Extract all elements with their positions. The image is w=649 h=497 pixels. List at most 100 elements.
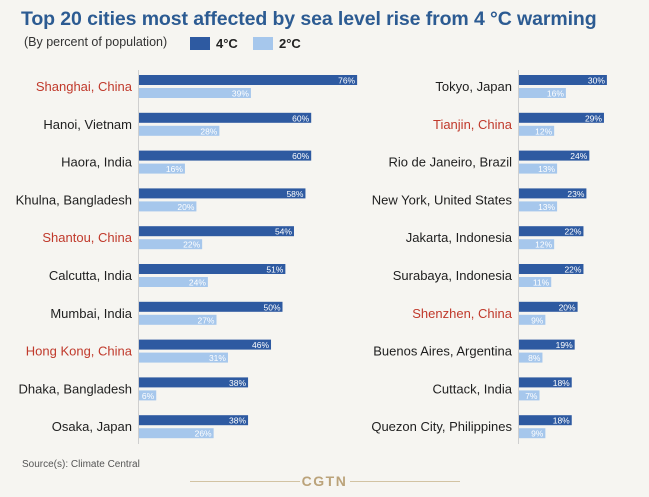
data-label-4c: 58% <box>286 189 303 199</box>
data-label-2c: 13% <box>538 202 555 212</box>
bar-4c <box>519 377 572 388</box>
bar-4c <box>139 264 286 274</box>
data-label-2c: 12% <box>535 126 552 136</box>
city-label: Cuttack, India <box>433 381 513 396</box>
data-label-2c: 13% <box>538 164 555 174</box>
data-label-2c: 11% <box>533 278 550 288</box>
data-label-2c: 7% <box>525 391 538 401</box>
bar-4c <box>139 226 294 237</box>
brand-divider-right <box>350 481 460 482</box>
city-label: Dhaka, Bangladesh <box>19 381 132 396</box>
city-label: Tokyo, Japan <box>435 79 512 94</box>
bar-4c <box>519 415 572 426</box>
bar-4c <box>139 415 249 426</box>
legend-label-2c: 2°C <box>279 35 301 51</box>
bar-4c <box>139 339 272 350</box>
data-label-4c: 46% <box>252 340 269 350</box>
bar-4c <box>519 339 575 350</box>
bar-4c <box>139 150 312 161</box>
bar-4c <box>519 75 607 85</box>
city-label: New York, United States <box>372 192 513 207</box>
bar-2c <box>519 239 555 250</box>
data-label-2c: 16% <box>166 164 183 174</box>
data-label-4c: 50% <box>263 302 280 312</box>
legend-item-4c: 4°C <box>190 35 238 51</box>
bar-2c <box>519 88 566 98</box>
bar-2c <box>519 390 540 401</box>
bar-2c <box>139 277 208 287</box>
chart-subtitle: (By percent of population) <box>24 35 168 49</box>
bar-2c <box>139 88 251 98</box>
data-label-2c: 28% <box>200 126 217 136</box>
data-label-4c: 24% <box>570 151 587 161</box>
bar-4c <box>139 188 306 199</box>
bar-4c <box>519 226 584 237</box>
data-label-2c: 22% <box>183 240 200 250</box>
bar-2c <box>139 163 185 174</box>
city-label: Hong Kong, China <box>26 344 133 359</box>
data-label-2c: 39% <box>232 89 249 99</box>
data-label-4c: 30% <box>588 76 605 86</box>
data-label-4c: 60% <box>292 151 309 161</box>
bar-2c <box>519 277 552 287</box>
data-label-2c: 9% <box>531 315 544 325</box>
legend-swatch-4c <box>190 36 210 50</box>
city-label: Haora, India <box>61 155 133 170</box>
bar-2c <box>519 314 546 325</box>
bar-2c <box>139 314 217 325</box>
bar-chart: Shanghai, China 76% 39% Hanoi, Vietnam 60% 28… <box>16 70 607 444</box>
bar-2c <box>139 201 197 212</box>
bar-4c <box>519 188 587 199</box>
data-label-4c: 18% <box>553 416 570 426</box>
city-label: Quezon City, Philippines <box>371 419 512 434</box>
bar-4c <box>139 301 283 312</box>
data-label-4c: 23% <box>567 189 584 199</box>
data-label-2c: 31% <box>209 353 226 363</box>
city-label: Shenzhen, China <box>412 306 513 321</box>
bar-4c <box>519 301 578 312</box>
city-label: Khulna, Bangladesh <box>16 192 132 207</box>
data-label-2c: 8% <box>528 353 541 363</box>
city-label: Rio de Janeiro, Brazil <box>388 155 512 170</box>
bar-4c <box>139 377 249 388</box>
data-label-4c: 38% <box>229 378 246 388</box>
data-label-4c: 29% <box>585 113 602 123</box>
city-label: Tianjin, China <box>433 117 513 132</box>
city-label: Buenos Aires, Argentina <box>373 344 513 359</box>
bar-4c <box>519 112 604 123</box>
bar-2c <box>139 352 228 363</box>
data-label-2c: 6% <box>142 391 155 401</box>
bar-2c <box>519 125 555 136</box>
legend-item-2c: 2°C <box>253 35 301 51</box>
brand-logo: CGTN <box>301 473 348 489</box>
bar-4c <box>139 75 358 85</box>
city-label: Hanoi, Vietnam <box>43 117 132 132</box>
bar-2c <box>519 428 546 439</box>
data-label-4c: 22% <box>564 265 581 275</box>
data-label-2c: 26% <box>195 429 212 439</box>
chart-title: Top 20 cities most affected by sea level… <box>21 8 597 30</box>
data-label-4c: 60% <box>292 113 309 123</box>
data-label-2c: 27% <box>197 315 214 325</box>
data-label-2c: 16% <box>547 89 564 99</box>
data-label-4c: 76% <box>338 76 355 86</box>
source-note: Source(s): Climate Central <box>22 459 140 470</box>
city-label: Calcutta, India <box>49 268 133 283</box>
data-label-4c: 51% <box>266 265 283 275</box>
bar-2c <box>519 352 543 363</box>
city-label: Mumbai, India <box>50 306 132 321</box>
city-label: Surabaya, Indonesia <box>393 268 513 283</box>
data-label-4c: 22% <box>564 227 581 237</box>
city-label: Osaka, Japan <box>52 419 132 434</box>
data-label-4c: 19% <box>556 340 573 350</box>
legend-label-4c: 4°C <box>216 35 238 51</box>
data-label-4c: 54% <box>275 227 292 237</box>
data-label-2c: 12% <box>535 240 552 250</box>
city-label: Jakarta, Indonesia <box>406 230 513 245</box>
city-label: Shanghai, China <box>36 79 133 94</box>
bar-2c <box>139 428 214 439</box>
data-label-2c: 20% <box>177 202 194 212</box>
bar-2c <box>519 201 558 212</box>
brand-divider-left <box>190 481 300 482</box>
bar-2c <box>139 390 157 401</box>
